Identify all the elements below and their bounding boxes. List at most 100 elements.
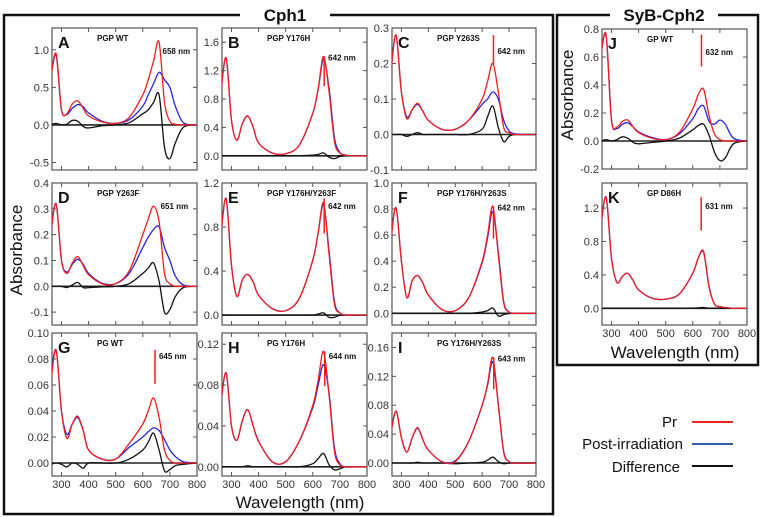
y-tick-label: 0.2 [374,282,389,294]
series-post-irradiation-line [52,348,197,464]
panel-letter: C [398,35,410,52]
panel-e: 0.0 0.4 0.8 1.2 642 nm E PGP Y176H/Y263F [204,178,368,326]
panel-title: GP D86H [647,189,681,198]
series-difference-line [602,306,747,309]
series-pr-line [392,34,536,136]
panel-j: -0.2 0.0 0.2 0.4 0.6 0.8 632 nm J GP WT [580,24,748,176]
series-pr-line [222,350,367,468]
series-pr-line [52,349,197,464]
peak-label: 651 nm [161,202,189,211]
panel-b: 0.0 0.4 0.8 1.2 1.6 642 nm B PGP Y176H [204,27,368,171]
plot-frame [221,27,368,171]
y-tick-label: 1.6 [204,37,219,49]
plot-frame [391,27,537,171]
panel-g: 0.00 0.02 0.04 0.06 0.08 0.10 300 400 500 600 700 8… [28,328,207,491]
y-tick-label: 0.00 [368,458,389,470]
x-tick-label: 800 [358,479,376,491]
panel-title: PGP Y176H/Y263S [437,189,507,198]
series-pr-line [602,31,747,142]
series-pr-line [52,202,197,288]
y-tick-label: 0.6 [374,230,389,242]
x-tick-label: 300 [392,479,410,491]
sybcph2-title: SyB-Cph2 [623,6,704,25]
y-tick-label: 0.3 [374,23,389,35]
panel-k: 0.0 0.4 0.8 1.2 300 400 500 600 700 800 631 nm K GP … [584,182,756,340]
series-difference-line [52,261,197,315]
y-tick-label: 0.0 [374,130,389,142]
cph1-title: Cph1 [264,6,307,25]
series-difference-line [222,312,367,319]
series-pr-line [602,196,747,309]
x-tick-label: 600 [134,479,152,491]
y-tick-label: 0.08 [28,354,49,366]
panel-letter: J [608,36,617,53]
x-tick-label: 300 [602,328,620,340]
x-tick-label: 500 [107,479,125,491]
plot-frame [601,182,748,326]
y-tick-label: 0.1 [34,255,49,267]
peak-label: 642 nm [497,203,525,212]
series-difference-line [392,307,536,317]
peak-label: 643 nm [498,355,526,364]
y-tick-label: 0.0 [204,151,219,163]
y-axis-label-sybcph2: Absorbance [558,50,577,141]
peak-label: 658 nm [163,47,191,56]
y-tick-label: -0.5 [30,157,49,169]
y-tick-label: 0.06 [28,380,49,392]
panel-f: 0.0 0.2 0.4 0.6 0.8 1.0 642 nm F PGP Y176H/Y263S [374,178,537,326]
y-tick-label: 1.2 [584,203,599,215]
series-difference-line [222,452,367,471]
y-tick-label: -0.1 [30,307,49,319]
y-tick-label: 0.04 [28,406,49,418]
y-tick-label: 0.04 [368,429,389,441]
panel-title: PG Y176H [267,339,305,348]
y-tick-label: 0.0 [34,281,49,293]
peak-label: 645 nm [159,352,187,361]
sybcph2-frame [555,13,760,367]
y-tick-label: 0.8 [204,222,219,234]
x-tick-label: 700 [331,479,349,491]
y-tick-label: 1.2 [204,66,219,78]
panel-letter: B [228,35,240,52]
x-tick-label: 700 [711,328,729,340]
legend: Pr Post-irradiation Difference [582,414,733,476]
y-tick-label: 0.16 [368,342,389,354]
series-difference-line [392,105,536,143]
panel-letter: A [58,35,70,52]
panel-title: GP WT [647,35,673,44]
y-tick-label: 0.00 [28,458,49,470]
panel-letter: F [398,190,408,207]
legend-label-post-irradiation: Post-irradiation [582,436,683,453]
y-tick-label: 1.0 [374,178,389,190]
y-tick-label: 0.4 [374,256,389,268]
panel-title: PGP Y176H [267,34,311,43]
x-tick-label: 600 [304,479,322,491]
x-axis-label-cph1: Wavelength (nm) [236,493,365,512]
y-tick-label: 0.4 [204,122,219,134]
x-tick-label: 400 [249,479,267,491]
x-tick-label: 300 [222,479,240,491]
y-tick-label: 0.0 [374,308,389,320]
y-tick-label: 0.0 [584,303,599,315]
x-tick-label: 600 [684,328,702,340]
peak-label: 642 nm [328,53,356,62]
series-pr-line [222,197,367,316]
panel-title: PG WT [97,339,123,348]
panel-i: 0.00 0.04 0.08 0.12 0.16 300 400 500 600 700 800 64… [368,332,545,491]
x-tick-label: 400 [79,479,97,491]
x-axis-label-sybcph2: Wavelength (nm) [611,343,740,362]
y-tick-label: 0.1 [374,94,389,106]
panel-title: PGP Y263F [97,189,140,198]
y-tick-label: 1.2 [204,178,219,190]
y-tick-label: 0.10 [28,328,49,340]
x-tick-label: 500 [657,328,675,340]
y-tick-label: 0.8 [374,204,389,216]
y-tick-label: 0.4 [204,266,219,278]
y-tick-label: -0.1 [370,165,389,177]
x-tick-label: 400 [629,328,647,340]
series-difference-line [52,91,197,160]
peak-label: 642 nm [328,202,356,211]
y-tick-label: 0.8 [584,24,599,36]
cph1-frame [2,13,555,516]
x-tick-label: 400 [419,479,437,491]
